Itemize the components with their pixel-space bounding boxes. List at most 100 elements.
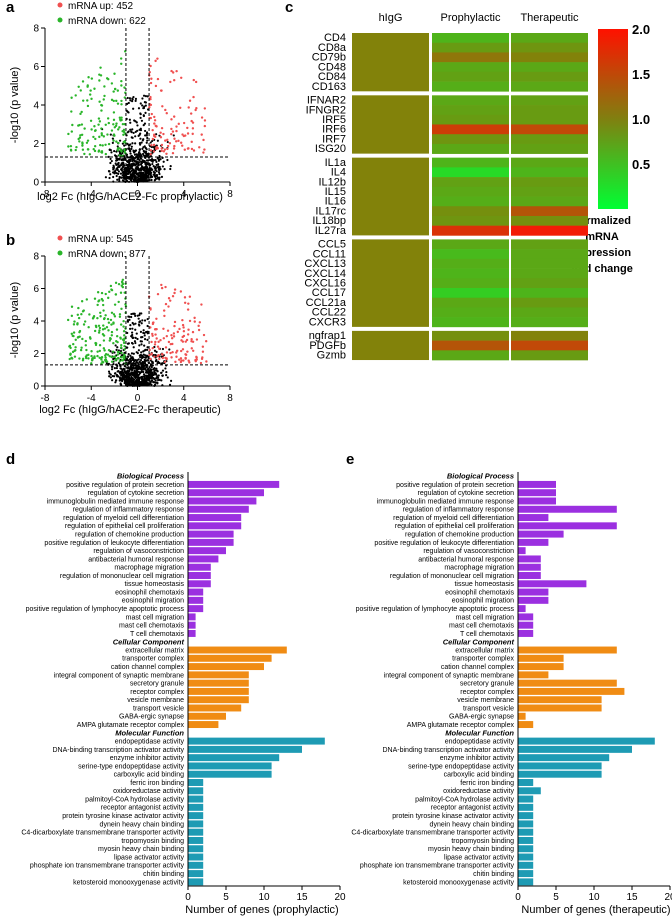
point-ns <box>131 321 134 325</box>
heatmap-cell-therapeutic <box>511 268 588 279</box>
point-down <box>89 119 93 122</box>
point-down <box>115 99 118 103</box>
point-up <box>175 125 178 128</box>
point-up <box>148 354 151 357</box>
y-tick-label: 0 <box>33 382 39 393</box>
point-ns <box>120 158 124 161</box>
point-ns <box>144 167 147 170</box>
point-ns <box>123 144 126 147</box>
point-up <box>155 125 158 128</box>
point-up <box>150 77 153 80</box>
point-ns <box>127 359 130 362</box>
point-ns <box>141 335 144 339</box>
point-ns <box>132 150 135 153</box>
point-ns <box>153 377 156 381</box>
go-term-label: positive regulation of leukocyte differe… <box>44 540 184 547</box>
go-term-label: myosin heavy chain binding <box>98 846 184 853</box>
heatmap-cell-therapeutic <box>511 340 588 351</box>
point-ns <box>155 373 158 376</box>
heatmap-cell-therapeutic <box>511 143 588 154</box>
bar <box>188 762 272 770</box>
point-ns <box>126 342 130 345</box>
point-down <box>116 353 120 356</box>
x-axis-label-b: log2 Fc (hIgG/hACE2-Fc therapeutic) <box>39 404 221 416</box>
point-down <box>113 355 117 358</box>
gene-label: PDGFb <box>309 340 346 352</box>
bar <box>188 538 234 546</box>
point-down <box>71 123 74 127</box>
point-ns <box>141 97 144 100</box>
point-ns <box>126 355 130 358</box>
point-ns <box>132 364 135 367</box>
go-term-label: receptor antagonist activity <box>101 805 185 812</box>
go-term-label: GABA-ergic synapse <box>119 714 184 721</box>
point-ns <box>109 133 112 136</box>
point-up <box>190 119 193 123</box>
go-term-label: oxidoreductase activity <box>113 788 184 795</box>
point-down <box>83 127 86 130</box>
point-ns <box>169 379 173 382</box>
point-ns <box>129 99 132 102</box>
point-down <box>123 334 126 337</box>
point-ns <box>147 156 150 159</box>
point-ns <box>146 330 149 333</box>
point-down <box>96 303 99 307</box>
point-ns <box>140 364 143 368</box>
point-up <box>150 144 153 147</box>
point-down <box>112 321 115 324</box>
point-ns <box>142 94 146 97</box>
point-ns <box>135 163 138 166</box>
go-term-label: AMPA glutamate receptor complex <box>77 722 185 729</box>
point-up <box>153 133 156 136</box>
point-ns <box>136 124 139 127</box>
point-up <box>175 349 179 352</box>
data-points <box>66 278 208 388</box>
point-down <box>116 350 120 354</box>
point-ns <box>114 381 117 384</box>
point-down <box>100 151 104 154</box>
point-ns <box>129 354 132 357</box>
point-down <box>123 344 126 348</box>
point-ns <box>132 346 135 349</box>
point-down <box>112 342 115 345</box>
point-ns <box>125 358 128 362</box>
point-down <box>118 116 122 119</box>
point-ns <box>123 175 126 179</box>
point-ns <box>143 122 147 125</box>
point-down <box>81 357 85 361</box>
point-ns <box>110 151 113 154</box>
bar <box>188 613 196 621</box>
point-ns <box>144 162 147 165</box>
point-ns <box>143 129 147 133</box>
point-ns <box>146 378 149 381</box>
heatmap-cell-prophylactic <box>432 114 509 125</box>
point-down <box>80 346 83 349</box>
point-up <box>203 107 207 110</box>
point-down <box>98 100 101 103</box>
point-up <box>165 351 169 354</box>
point-up <box>149 307 152 310</box>
x-tick-label: -8 <box>41 189 50 200</box>
point-down <box>72 331 76 334</box>
point-ns <box>138 314 141 317</box>
go-term-label: ketosteroid monooxygenase activity <box>73 879 184 886</box>
point-ns <box>118 158 121 161</box>
point-down <box>117 282 121 286</box>
bar <box>518 547 526 555</box>
point-down <box>105 77 109 80</box>
point-ns <box>142 160 145 163</box>
point-up <box>169 80 172 84</box>
heatmap-cell-prophylactic <box>432 278 509 289</box>
bar <box>188 696 249 704</box>
x-tick-label: 20 <box>664 892 672 903</box>
point-down <box>79 112 82 116</box>
go-term-label: regulation of chemokine production <box>75 532 184 539</box>
point-ns <box>143 367 147 370</box>
point-up <box>154 333 157 336</box>
x-tick-label: 5 <box>553 892 559 903</box>
bar <box>188 679 249 687</box>
colorbar-tick-label: 0.5 <box>632 157 650 172</box>
point-down <box>120 351 123 355</box>
heatmap-cell-therapeutic <box>511 52 588 63</box>
point-up <box>198 146 201 149</box>
